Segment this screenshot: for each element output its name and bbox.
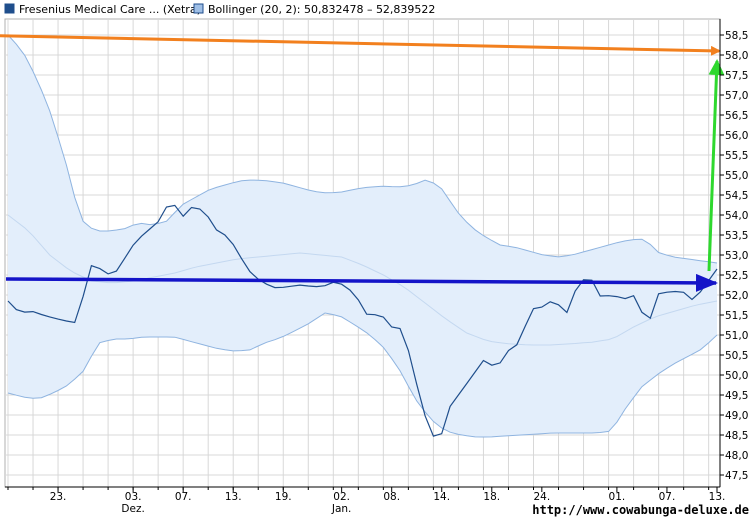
- legend-primary-swatch: [4, 3, 15, 14]
- y-tick-label: 58,0: [725, 50, 748, 62]
- legend-bollinger-swatch: [193, 3, 204, 14]
- bollinger-band-area: [8, 35, 717, 437]
- x-tick-label: 07.: [659, 491, 676, 503]
- y-tick-label: 57,0: [725, 90, 748, 102]
- bollinger-middle-line: [7, 214, 718, 346]
- price-series: [7, 204, 718, 437]
- orange-trend-arrow: [0, 34, 721, 56]
- y-tick-label: 47,5: [725, 470, 748, 482]
- y-tick-label: 56,0: [725, 130, 748, 142]
- y-tick-label: 53,0: [725, 250, 748, 262]
- y-tick-label: 49,0: [725, 410, 748, 422]
- y-tick-label: 53,5: [725, 230, 748, 242]
- x-tick-label: 08.: [383, 491, 400, 503]
- x-tick-label: 24.: [533, 491, 550, 503]
- y-tick-label: 48,5: [725, 430, 748, 442]
- y-tick-label: 56,5: [725, 110, 748, 122]
- bollinger-upper-line: [7, 34, 718, 264]
- y-tick-label: 50,5: [725, 350, 748, 362]
- blue-trend-arrow: [5, 273, 718, 292]
- y-tick-label: 54,0: [725, 210, 748, 222]
- y-tick-label: 52,0: [725, 290, 748, 302]
- y-tick-label: 58,5: [725, 30, 748, 42]
- y-axis: 47,5 48,0 48,5 49,0 49,5 50,0 50,5 51,0 51,5 52,0…: [719, 19, 748, 487]
- x-tick-label: 03.: [125, 491, 142, 503]
- x-tick-label: 19.: [275, 491, 292, 503]
- x-tick-label: 23.: [50, 491, 67, 503]
- x-tick-label: 18.: [483, 491, 500, 503]
- x-tick-label: 01.: [609, 491, 626, 503]
- y-tick-label: 55,5: [725, 150, 748, 162]
- legend-bollinger-label: Bollinger (20, 2): 50,832478 – 52,839522: [208, 3, 435, 16]
- x-axis: 23. 03.Dez. 07. 13. 19. 02.Jan. 08. 14. 18. 24. 01…: [5, 486, 726, 515]
- y-tick-label: 49,5: [725, 390, 748, 402]
- green-trend-arrow: [707, 59, 725, 272]
- legend-primary-label: Fresenius Medical Care ... (Xetra): [19, 3, 201, 16]
- y-tick-label: 48,0: [725, 450, 748, 462]
- watermark: http://www.cowabunga-deluxe.de: [532, 503, 749, 517]
- y-tick-label: 55,0: [725, 170, 748, 182]
- x-tick-label: 13.: [225, 491, 242, 503]
- x-tick-label: 02.: [333, 491, 350, 503]
- bollinger-lower-line: [7, 312, 718, 438]
- x-tick-label: 14.: [433, 491, 450, 503]
- x-tick-label: 07.: [175, 491, 192, 503]
- y-tick-label: 51,0: [725, 330, 748, 342]
- legend: Fresenius Medical Care ... (Xetra) Bolli…: [4, 3, 435, 16]
- annotation-arrows: [0, 34, 725, 292]
- bollinger-bands: [7, 34, 718, 438]
- price-line: [7, 204, 718, 437]
- x-tick-sublabel: Jan.: [331, 503, 352, 515]
- y-tick-label: 57,5: [725, 70, 748, 82]
- x-tick-label: 13.: [709, 491, 726, 503]
- y-tick-label: 50,0: [725, 370, 748, 382]
- x-tick-sublabel: Dez.: [121, 503, 144, 515]
- y-tick-label: 54,5: [725, 190, 748, 202]
- y-tick-label: 51,5: [725, 310, 748, 322]
- y-tick-label: 52,5: [725, 270, 748, 282]
